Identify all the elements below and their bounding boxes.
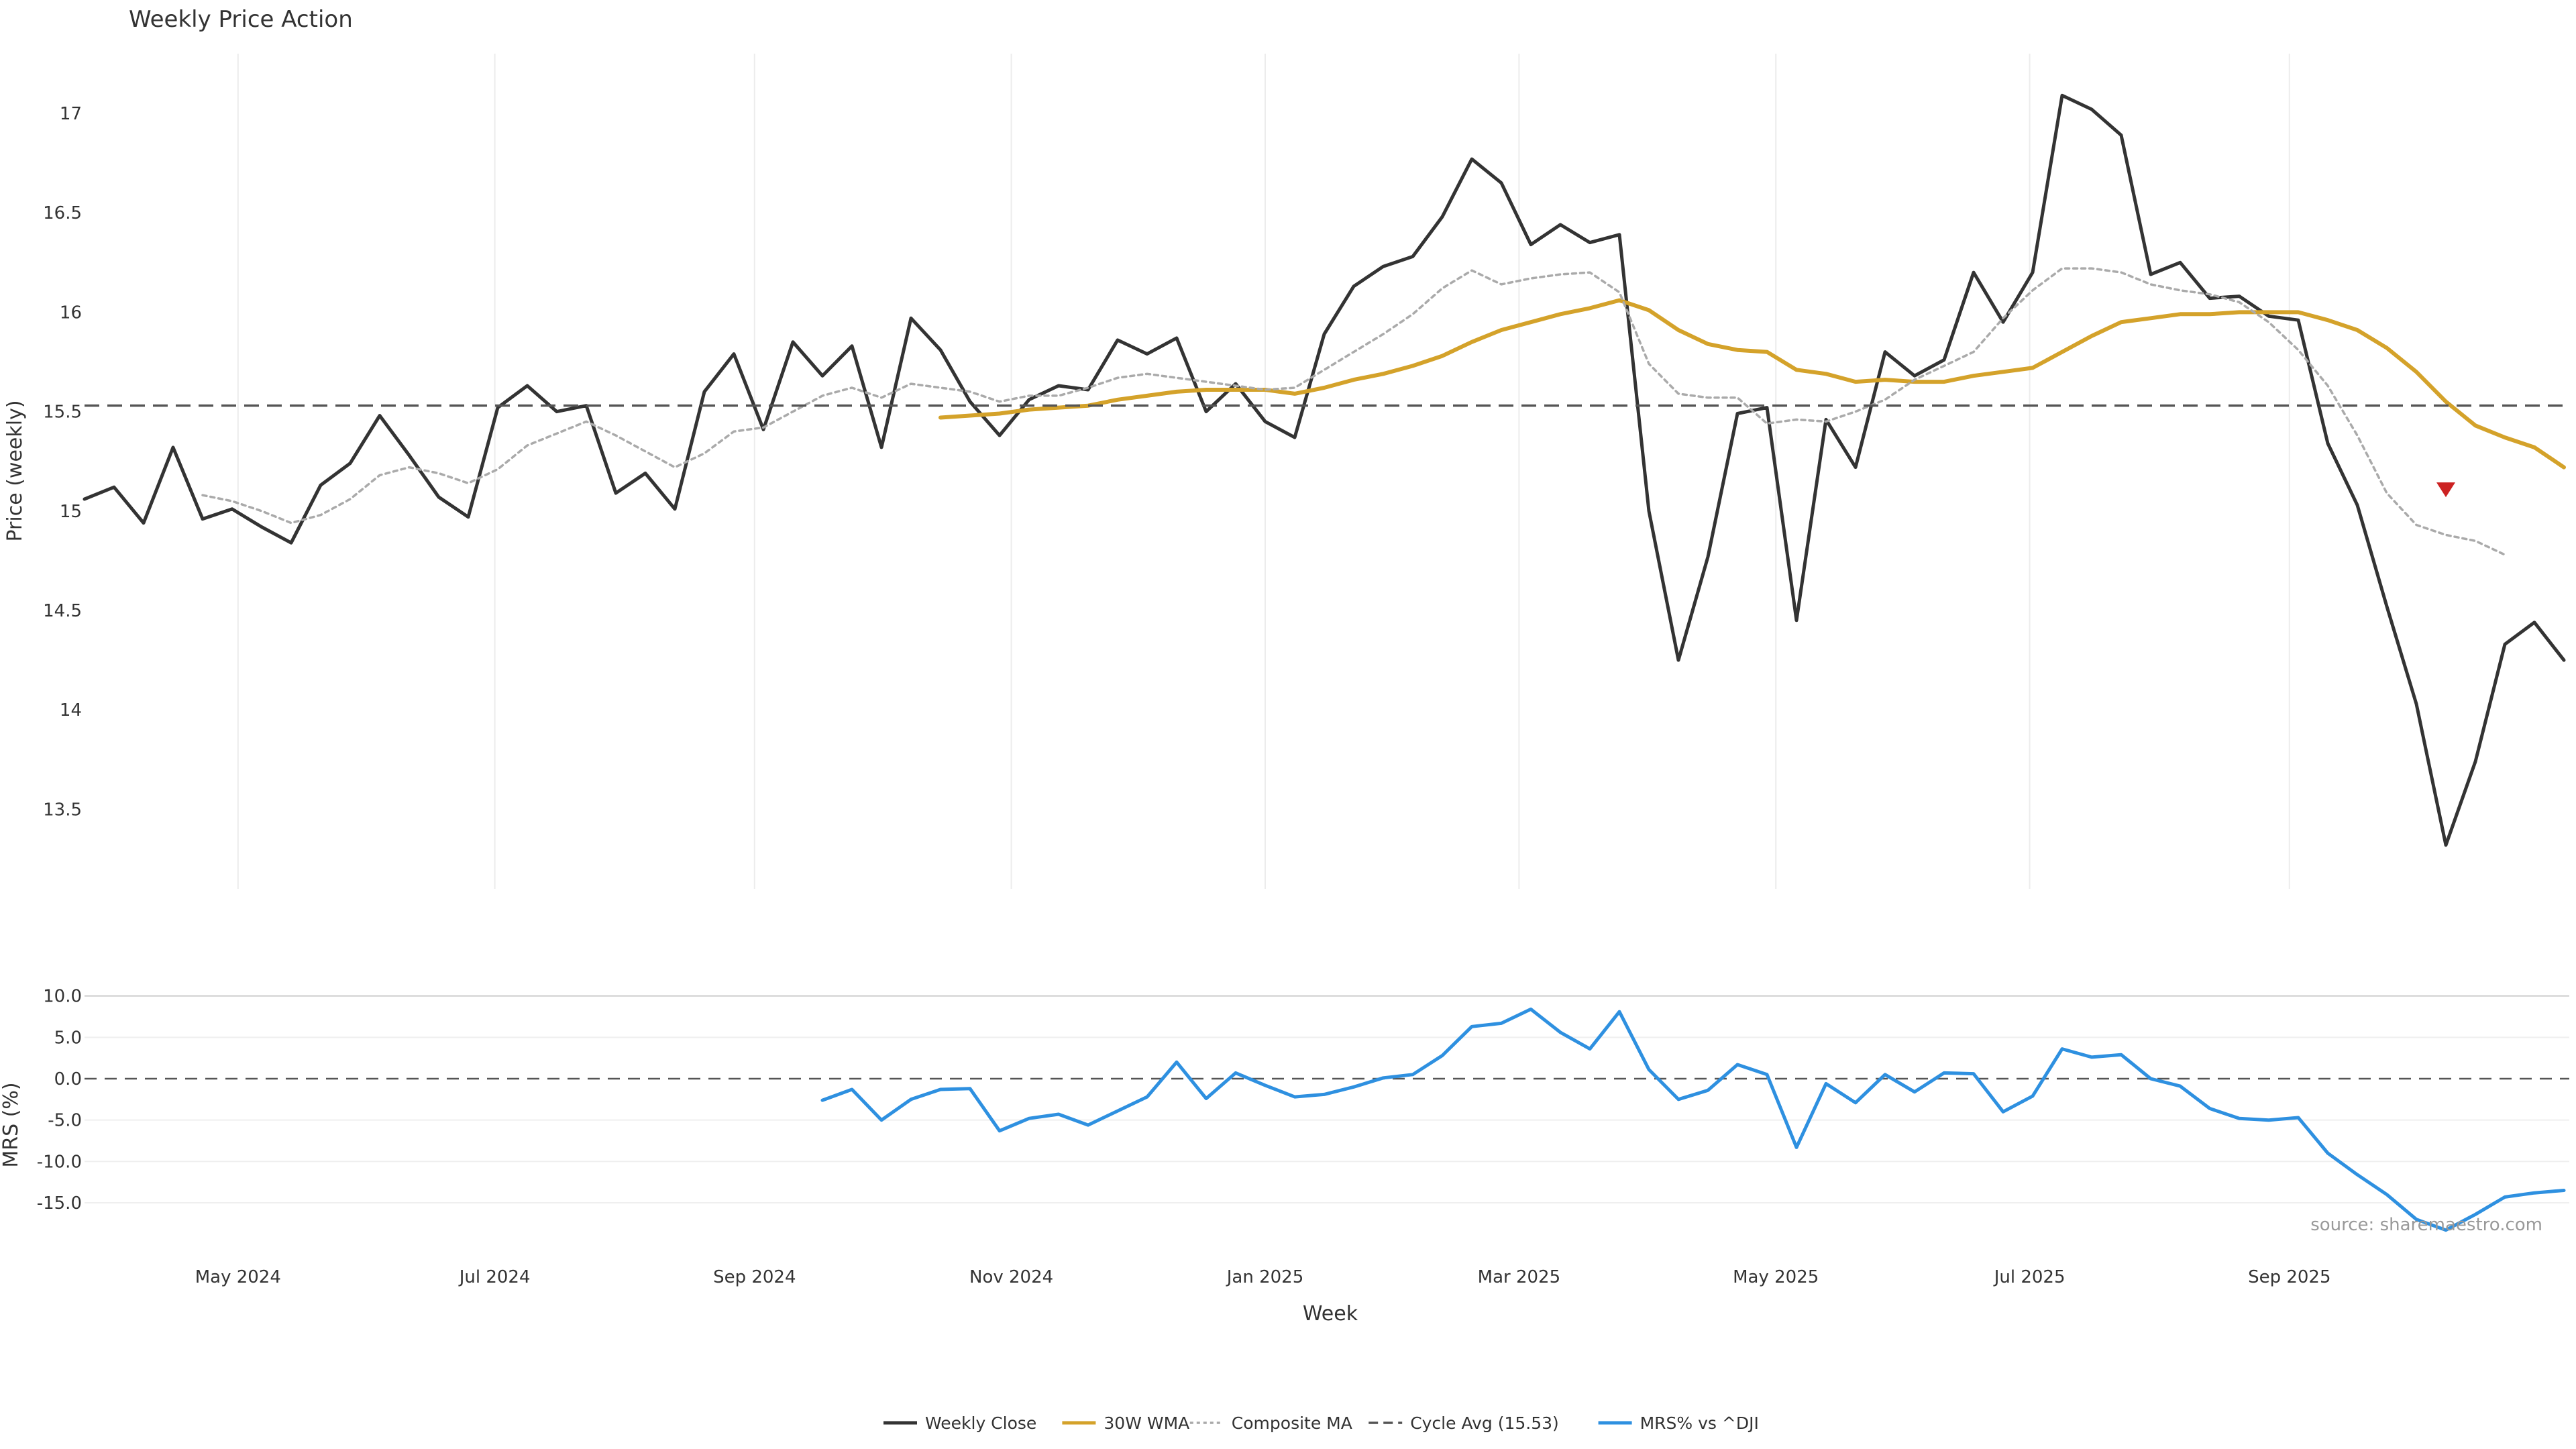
- price-y-tick: 14.5: [43, 601, 82, 621]
- legend-label: Cycle Avg (15.53): [1410, 1413, 1559, 1433]
- price-y-tick: 15.5: [43, 402, 82, 423]
- price-y-tick: 15: [60, 502, 82, 522]
- mrs-y-ticks: -15.0 -10.0 -5.0 0.0 5.0 10.0: [37, 987, 82, 1214]
- legend-label: MRS% vs ^DJI: [1640, 1413, 1759, 1433]
- mrs-y-axis-label: MRS (%): [0, 1082, 23, 1167]
- mrs-grid: [85, 995, 2569, 1203]
- x-tick-label: Jul 2024: [458, 1267, 531, 1287]
- mrs-y-tick: 10.0: [43, 987, 82, 1007]
- legend-label: Composite MA: [1232, 1413, 1352, 1433]
- price-y-tick: 16.5: [43, 203, 82, 223]
- mrs-y-tick: -15.0: [37, 1193, 82, 1214]
- mrs-y-tick: 5.0: [54, 1028, 82, 1048]
- price-y-tick: 13.5: [43, 800, 82, 820]
- series-line-close: [83, 93, 2566, 847]
- x-tick-label: Mar 2025: [1478, 1267, 1561, 1287]
- series-line-composite: [201, 267, 2506, 556]
- series-line-mrs: [820, 1007, 2566, 1232]
- mrs-y-tick: -5.0: [48, 1111, 82, 1131]
- mrs-y-tick: -10.0: [37, 1152, 82, 1172]
- price-y-ticks: 13.5 14 14.5 15 15.5 16 16.5 17: [43, 104, 82, 820]
- x-tick-label: Nov 2024: [969, 1267, 1053, 1287]
- x-tick-label: Jul 2025: [1993, 1267, 2065, 1287]
- x-tick-label: May 2024: [195, 1267, 281, 1287]
- price-series: [83, 93, 2569, 847]
- signal-marker: [2436, 482, 2455, 498]
- x-tick-label: Sep 2025: [2248, 1267, 2330, 1287]
- x-tick-label: Jan 2025: [1226, 1267, 1304, 1287]
- price-y-axis-label: Price (weekly): [3, 400, 27, 541]
- mrs-y-tick: 0.0: [54, 1069, 82, 1089]
- legend: Weekly Close 30W WMA Composite MA Cycle Avg…: [883, 1413, 1759, 1433]
- chart-title: Weekly Price Action: [129, 6, 353, 33]
- legend-label: 30W WMA: [1104, 1413, 1189, 1433]
- legend-label: Weekly Close: [925, 1413, 1036, 1433]
- mrs-series: [820, 1007, 2566, 1232]
- price-y-tick: 14: [60, 700, 82, 720]
- price-grid: [237, 54, 2290, 889]
- x-tick-labels: May 2024 Jul 2024 Sep 2024 Nov 2024 Jan 2025…: [195, 1267, 2331, 1287]
- price-y-tick: 17: [60, 104, 82, 124]
- x-tick-label: Sep 2024: [713, 1267, 796, 1287]
- price-y-tick: 16: [60, 303, 82, 323]
- x-axis-label: Week: [1303, 1302, 1358, 1326]
- x-tick-label: May 2025: [1733, 1267, 1819, 1287]
- source-note: source: sharemaestro.com: [2310, 1215, 2542, 1235]
- series-line-wma: [938, 298, 2566, 470]
